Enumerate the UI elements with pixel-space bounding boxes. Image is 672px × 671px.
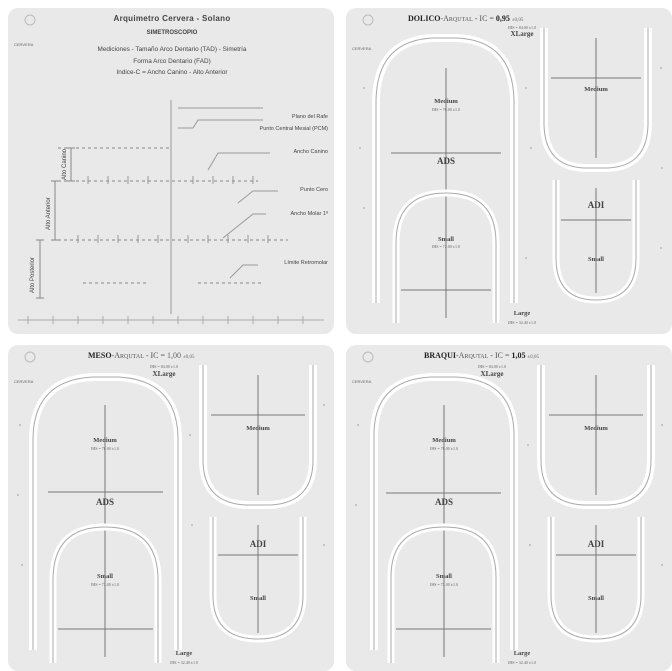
- braqui-arch-graphics: [355, 351, 663, 663]
- simetroscopio-graphics: [18, 14, 324, 324]
- meso-small-upper: Small: [97, 573, 113, 580]
- dolico-adi: ADI: [587, 200, 605, 210]
- dolico-tol: ±0,05: [511, 18, 524, 23]
- dolico-ic-label: -Arqutal - IC =: [440, 14, 496, 23]
- braqui-name: BRAQUI: [424, 351, 457, 360]
- label-alto-canino: Alto Canino: [62, 148, 68, 180]
- meso-ic-value: 1,00: [167, 351, 182, 360]
- panel-braqui: BRAQUI-Arqutal - IC = 1,05 ±0,05 IHS = 8…: [346, 345, 672, 671]
- dolico-medium-lower: Medium: [584, 86, 608, 93]
- meso-small-lower: Small: [250, 595, 266, 602]
- label-punto-central: Punto Central Mesial (PCM): [259, 126, 328, 132]
- braqui-ic-label: -Arqutal - IC =: [456, 351, 512, 360]
- meso-medium-upper: Medium: [93, 437, 117, 444]
- meso-medium-upper-sub: IHS = 76.00 ±1.0: [91, 446, 119, 451]
- braqui-tol: ±0,05: [527, 355, 539, 360]
- braqui-small-upper-sub: IHS = 72.00 ±1.0: [430, 582, 458, 587]
- label-limite-retromolar: Límite Retromolar: [284, 260, 328, 266]
- meso-medium-lower: Medium: [246, 425, 270, 432]
- meso-large-sub: IHS = 32.40 ±1.0: [170, 660, 198, 665]
- label-punto-cero: Punto Cero: [300, 187, 328, 193]
- simetroscopio-subtitle: SIMETROSCOPIO: [146, 30, 198, 36]
- dolico-small-lower: Small: [588, 256, 604, 263]
- dolico-medium-upper: Medium: [434, 98, 458, 105]
- dolico-medium-upper-sub: IHS = 76.00 ±1.0: [432, 107, 460, 112]
- braqui-header: BRAQUI-Arqutal - IC = 1,05 ±0,05: [424, 351, 539, 360]
- braqui-medium-upper: Medium: [432, 437, 456, 444]
- simetroscopio-desc-2: Forma Arco Dentario (FAD): [133, 58, 211, 65]
- logo-text: CERVERA: [14, 42, 34, 47]
- meso-name: MESO: [88, 351, 112, 360]
- dolico-name: DOLICO: [408, 14, 441, 23]
- meso-small-upper-sub: IHS = 72.00 ±1.0: [91, 582, 119, 587]
- dolico-xlarge-sub: IHS = 84.00 ±1.0: [508, 25, 536, 30]
- dolico-small-upper-sub: IHS = 72.00 ±1.0: [432, 244, 460, 249]
- braqui-adi: ADI: [587, 539, 605, 549]
- braqui-large-sub: IHS = 32.40 ±1.0: [508, 660, 536, 665]
- dolico-xlarge-label: XLarge: [510, 30, 534, 38]
- dolico-logo: CERVERA: [352, 46, 372, 51]
- braqui-small-upper: Small: [436, 573, 452, 580]
- braqui-logo: CERVERA: [352, 379, 372, 384]
- meso-header: MESO-Arqutal - IC = 1,00 ±0,05: [88, 351, 195, 360]
- dolico-large-label: Large: [513, 310, 531, 317]
- dolico-arch-graphics: [359, 14, 663, 323]
- label-ancho-molar: Ancho Molar 1º: [290, 211, 328, 217]
- braqui-medium-upper-sub: IHS = 76.00 ±1.0: [430, 446, 458, 451]
- meso-arch-graphics: [17, 351, 325, 663]
- meso-ads: ADS: [95, 497, 115, 507]
- meso-logo: CERVERA: [14, 379, 34, 384]
- panel-meso: MESO-Arqutal - IC = 1,00 ±0,05 IHS = 84.…: [8, 345, 334, 671]
- meso-xlarge-sub: IHS = 84.00 ±1.0: [150, 364, 178, 369]
- dolico-ads: ADS: [436, 156, 456, 166]
- label-ancho-canino: Ancho Canino: [293, 149, 328, 155]
- braqui-xlarge-label: XLarge: [480, 370, 504, 378]
- braqui-ads: ADS: [434, 497, 454, 507]
- meso-large-label: Large: [175, 650, 193, 657]
- meso-tol: ±0,05: [183, 355, 195, 360]
- simetroscopio-desc-3: Indice-C = Ancho Canino - Alto Anterior: [116, 69, 228, 76]
- meso-xlarge-label: XLarge: [152, 370, 176, 378]
- simetroscopio-title: Arquimetro Cervera - Solano: [113, 14, 231, 23]
- dolico-ic-value: 0,95: [495, 14, 510, 23]
- dolico-header: DOLICO-Arqutal - IC = 0,95 ±0,05: [408, 14, 523, 23]
- braqui-ic-value: 1,05: [511, 351, 526, 360]
- meso-adi: ADI: [249, 539, 267, 549]
- braqui-small-lower: Small: [588, 595, 604, 602]
- label-alto-anterior: Alto Anterior: [46, 197, 52, 230]
- panel-simetroscopio: Arquimetro Cervera - Solano SIMETROSCOPI…: [8, 8, 334, 334]
- braqui-xlarge-sub: IHS = 84.00 ±1.0: [478, 364, 506, 369]
- braqui-medium-lower: Medium: [584, 425, 608, 432]
- braqui-large-label: Large: [513, 650, 531, 657]
- simetroscopio-desc-1: Mediciones - Tamaño Arco Dentario (TAD) …: [97, 46, 247, 53]
- panel-dolico: DOLICO-Arqutal - IC = 0,95 ±0,05 IHS = 8…: [346, 8, 672, 334]
- meso-ic-label: -Arqutal - IC =: [111, 351, 168, 360]
- dolico-large-sub: IHS = 32.40 ±1.0: [508, 320, 536, 325]
- label-plano-rafe: Plano del Rafe: [291, 114, 328, 120]
- dolico-small-upper: Small: [438, 236, 454, 243]
- label-alto-posterior: Alto Posterior: [30, 256, 36, 293]
